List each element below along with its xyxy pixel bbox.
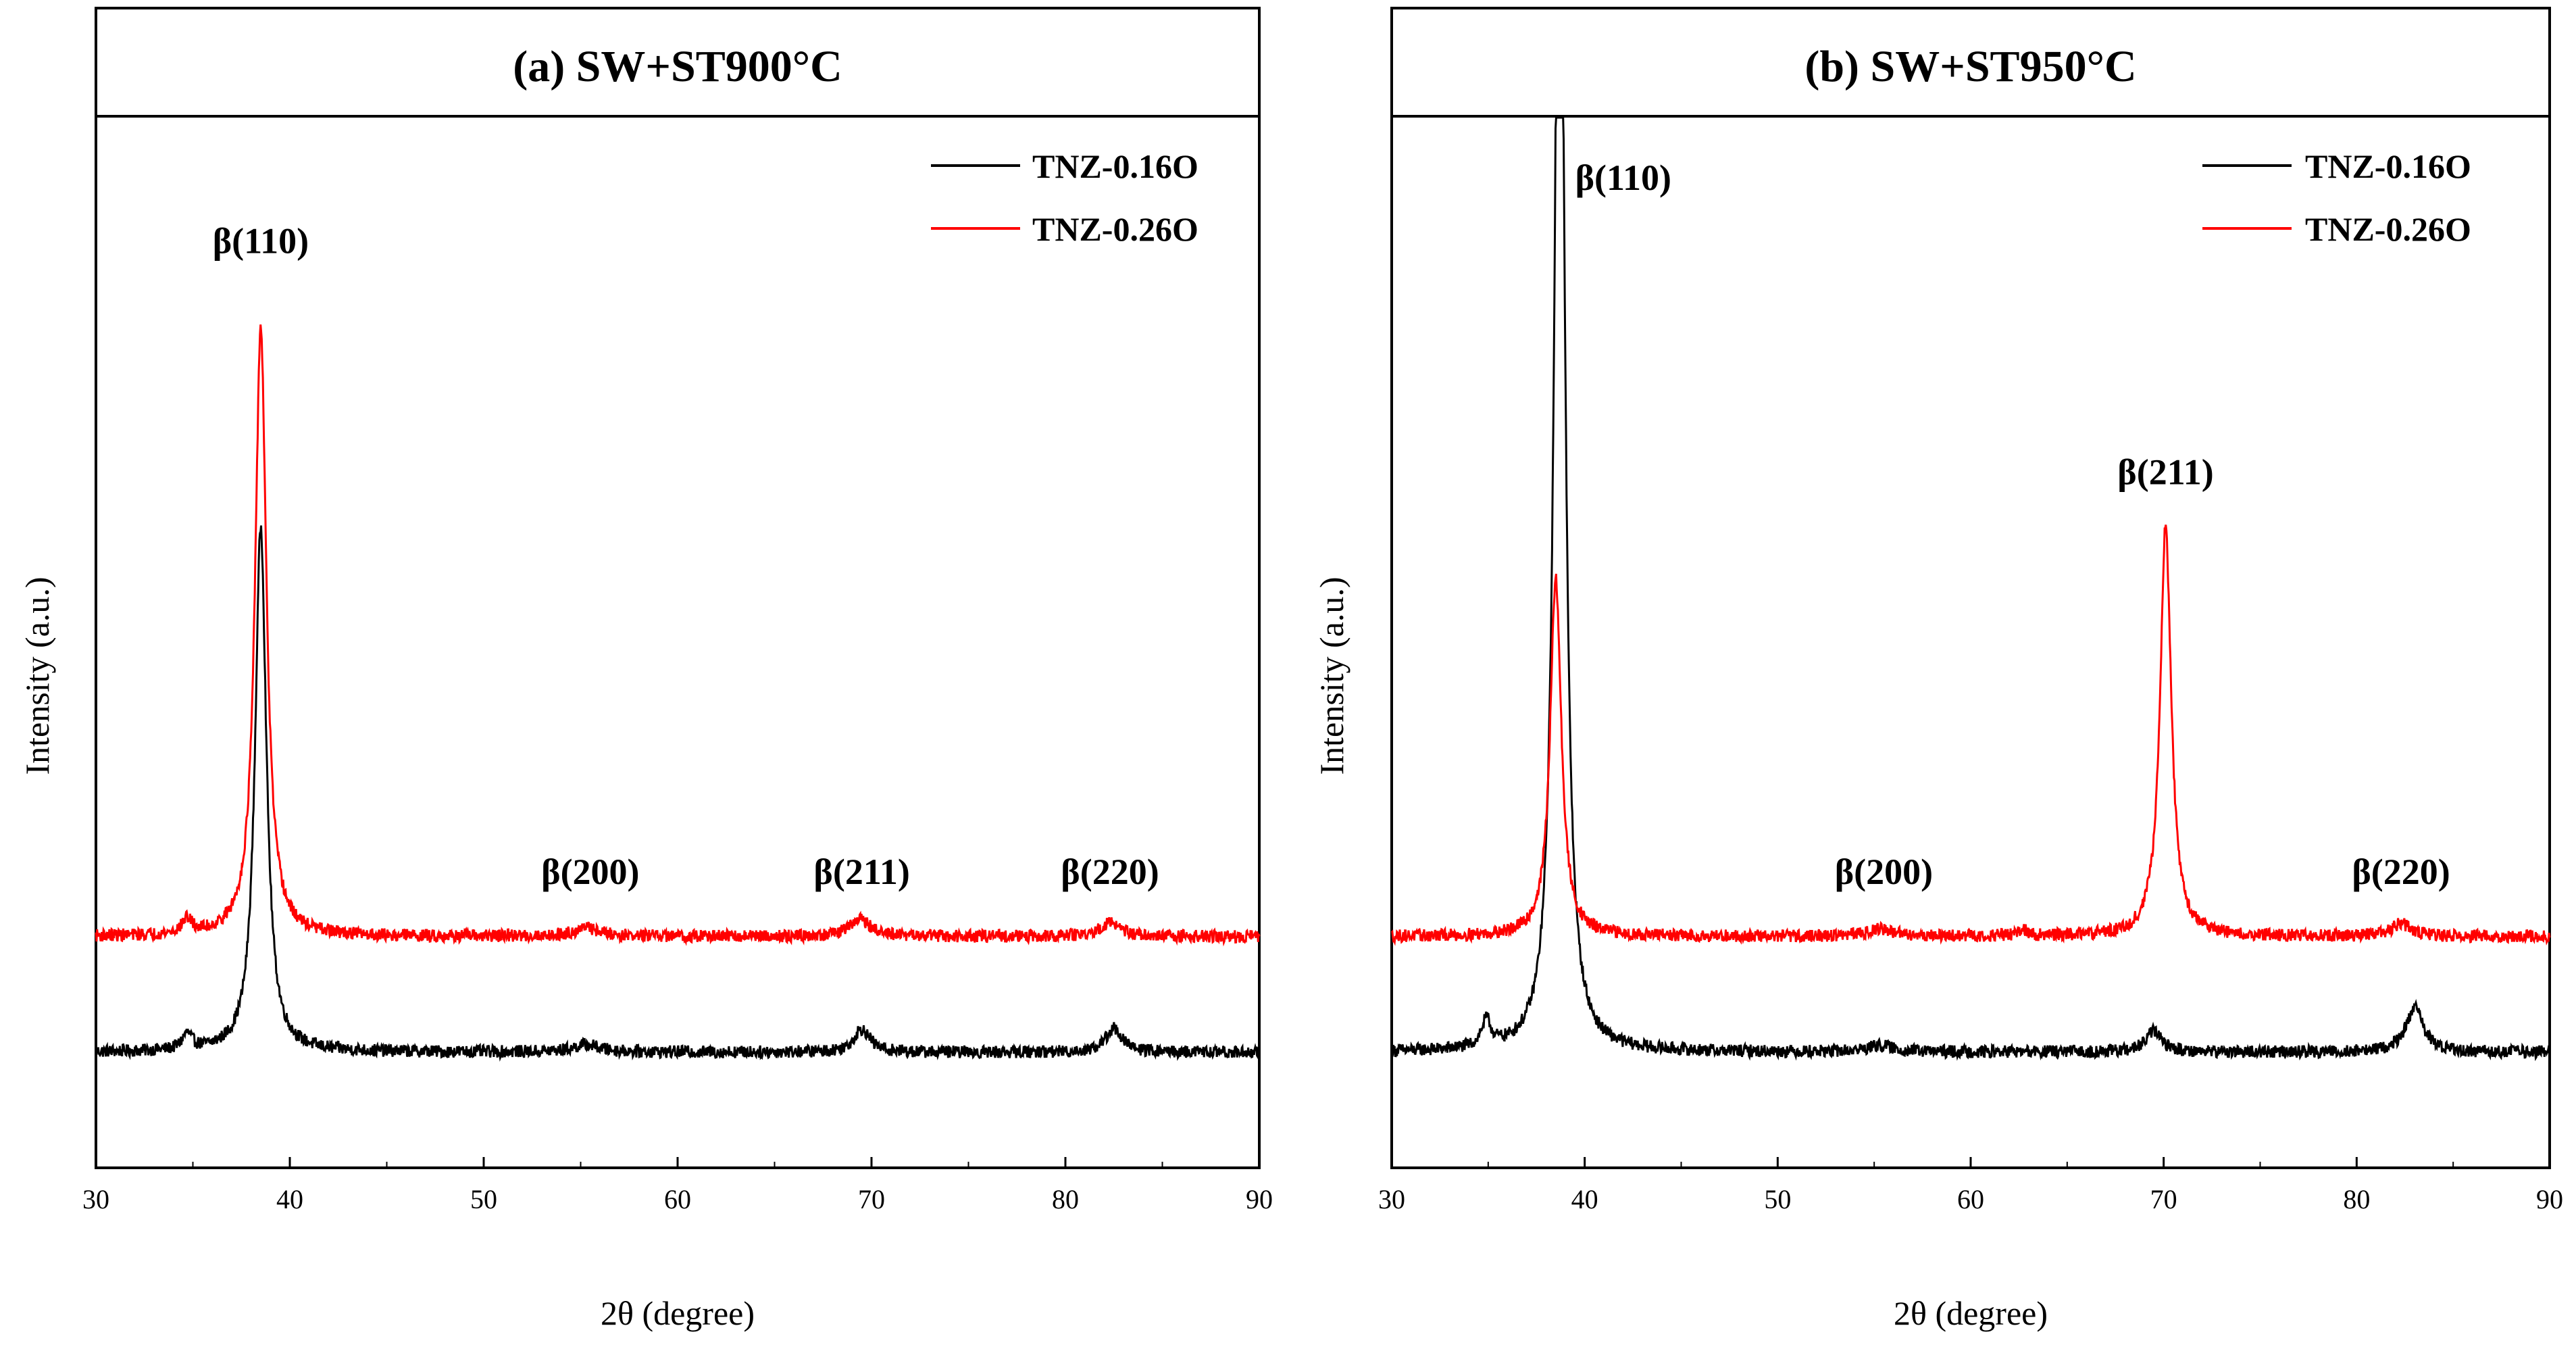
panel-a-legend: TNZ-0.16O TNZ-0.26O <box>931 147 1198 248</box>
panel-b-legend-label-tnz-016o: TNZ-0.16O <box>2305 147 2471 185</box>
panel-b-x-tick-label-50: 50 <box>1764 1184 1791 1214</box>
panel-a-legend-label-tnz-026o: TNZ-0.26O <box>1032 210 1198 248</box>
panel-a-series <box>95 324 1261 1062</box>
panel-a-y-axis-label: Intensity (a.u.) <box>18 577 56 775</box>
panel-b-x-tick-label-30: 30 <box>1378 1184 1405 1214</box>
panel-b-peak-label-b220: β(220) <box>2352 852 2450 892</box>
panel-b-x-tick-label-40: 40 <box>1571 1184 1598 1214</box>
panel-a-x-tick-label-70: 70 <box>858 1184 885 1214</box>
panel-a-x-tick-label-50: 50 <box>470 1184 497 1214</box>
panel-b-x-tick-label-80: 80 <box>2343 1184 2370 1214</box>
panel-b-series-tnz-0-26o-line <box>1390 524 2551 946</box>
panel-b-x-ticks: 30 40 50 60 70 80 90 <box>1378 1157 2563 1214</box>
panel-b-series <box>1390 116 2551 1062</box>
panel-a-plot-frame <box>95 115 1261 1169</box>
panel-a-x-tick-label-90: 90 <box>1246 1184 1273 1214</box>
panel-b-legend-label-tnz-026o: TNZ-0.26O <box>2305 210 2471 248</box>
panel-a: (a) SW+ST900°C 30 40 50 60 70 80 90 β(110) β(2… <box>18 7 1273 1332</box>
panel-a-peak-label-b200: β(200) <box>541 852 639 892</box>
panel-a-x-tick-label-30: 30 <box>82 1184 109 1214</box>
panel-b-legend: TNZ-0.16O TNZ-0.26O <box>2202 147 2471 248</box>
panel-b-title: (b) SW+ST950°C <box>1804 42 2136 91</box>
panel-a-x-axis-label: 2θ (degree) <box>601 1294 755 1332</box>
panel-b-x-axis-label: 2θ (degree) <box>1894 1294 2048 1332</box>
panel-b-peak-label-b110: β(110) <box>1575 157 1671 198</box>
panel-a-title: (a) SW+ST900°C <box>513 42 842 91</box>
panel-b-x-tick-label-60: 60 <box>1957 1184 1984 1214</box>
panel-b-x-tick-label-70: 70 <box>2150 1184 2177 1214</box>
panel-a-x-tick-label-80: 80 <box>1052 1184 1079 1214</box>
panel-a-peak-labels: β(110) β(200) β(211) β(220) <box>213 220 1159 892</box>
panel-b-peak-label-b211: β(211) <box>2117 452 2213 493</box>
panel-b-y-axis-label: Intensity (a.u.) <box>1313 577 1350 775</box>
panel-a-series-tnz-0-16o-line <box>95 525 1261 1062</box>
panel-a-legend-label-tnz-016o: TNZ-0.16O <box>1032 147 1198 185</box>
panel-a-peak-label-b110: β(110) <box>213 220 309 261</box>
panel-a-x-ticks: 30 40 50 60 70 80 90 <box>82 1157 1273 1214</box>
panel-b-series-tnz-0-16o-line <box>1390 116 2551 1062</box>
panel-a-x-tick-label-60: 60 <box>664 1184 691 1214</box>
panel-a-peak-label-b211: β(211) <box>813 852 909 892</box>
panel-a-peak-label-b220: β(220) <box>1061 852 1159 892</box>
panel-a-x-tick-label-40: 40 <box>276 1184 303 1214</box>
panel-b: (b) SW+ST950°C 30 40 50 60 70 80 90 β(110) β(2… <box>1313 7 2563 1332</box>
panel-a-series-tnz-0-26o-line <box>95 324 1261 947</box>
panel-b-x-tick-label-90: 90 <box>2536 1184 2563 1214</box>
panel-b-peak-labels: β(110) β(200) β(211) β(220) <box>1575 157 2450 892</box>
panel-b-peak-label-b200: β(200) <box>1835 852 1933 892</box>
